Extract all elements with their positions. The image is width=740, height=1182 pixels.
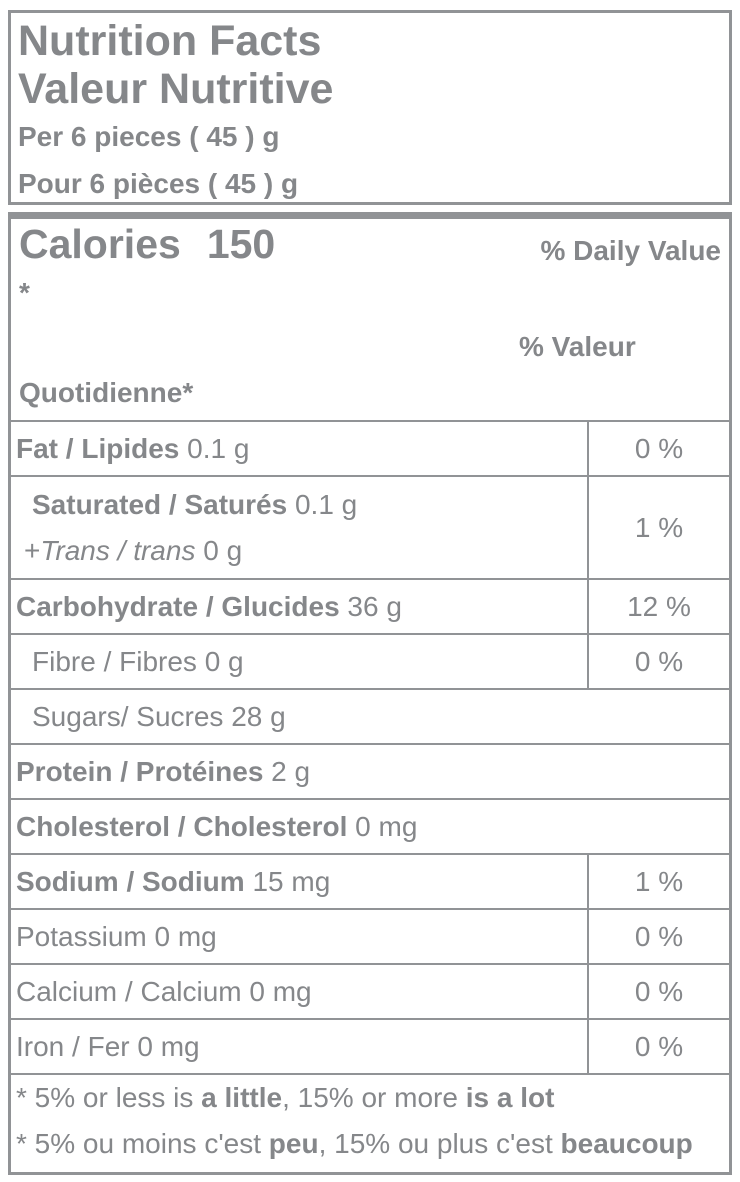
nutrient-name: Fibre / Fibres 0 g	[32, 645, 244, 677]
calories-value: 150	[206, 221, 276, 267]
serving-size-english: Per 6 pieces ( 45 ) g	[18, 121, 280, 152]
daily-value-cell: 0 %	[587, 965, 729, 1018]
daily-value-cell: 0 %	[587, 1020, 729, 1073]
title-english: Nutrition Facts	[18, 17, 322, 65]
nutrient-name: Iron / Fer 0 mg	[16, 1030, 200, 1062]
label-header-box: Nutrition Facts Valeur Nutritive Per 6 p…	[8, 10, 732, 205]
row-fat: Fat / Lipides 0.1 g 0 %	[11, 422, 729, 477]
daily-value-heading-en: % Daily Value	[540, 235, 721, 266]
title-french: Valeur Nutritive	[18, 65, 334, 113]
footnote-english: * 5% or less is a little, 15% or more is…	[16, 1082, 555, 1113]
row-iron: Iron / Fer 0 mg 0 %	[11, 1020, 729, 1075]
row-sodium: Sodium / Sodium 15 mg 1 %	[11, 855, 729, 910]
nutrient-name: Saturated / Saturés 0.1 g +Trans / trans…	[24, 488, 358, 566]
nutrient-name: Calcium / Calcium 0 mg	[16, 975, 312, 1007]
nutrient-name: Sodium / Sodium 15 mg	[16, 865, 331, 897]
calories-label: Calories	[19, 221, 181, 267]
daily-value-cell: 0 %	[587, 635, 729, 688]
nutrient-name: Sugars/ Sucres 28 g	[32, 700, 286, 732]
row-fibre: Fibre / Fibres 0 g 0 %	[11, 635, 729, 690]
calories-section: Calories 150 % Daily Value * % Valeur Quo…	[11, 219, 729, 422]
daily-value-heading-fr-line2: Quotidienne*	[19, 377, 194, 408]
daily-value-cell: 1 %	[587, 477, 729, 578]
row-potassium: Potassium 0 mg 0 %	[11, 910, 729, 965]
daily-value-cell: 0 %	[587, 422, 729, 475]
nutrient-name: Fat / Lipides 0.1 g	[16, 432, 250, 464]
nutrient-name: Protein / Protéines 2 g	[16, 755, 311, 787]
label-main-box: Calories 150 % Daily Value * % Valeur Quo…	[8, 212, 732, 1175]
daily-value-cell: 1 %	[587, 855, 729, 908]
nutrient-name: Cholesterol / Cholesterol 0 mg	[16, 810, 418, 842]
row-cholesterol: Cholesterol / Cholesterol 0 mg	[11, 800, 729, 855]
daily-value-cell: 0 %	[587, 910, 729, 963]
nutrient-name: Potassium 0 mg	[16, 920, 217, 952]
daily-value-asterisk: *	[19, 277, 30, 308]
row-calcium: Calcium / Calcium 0 mg 0 %	[11, 965, 729, 1020]
footnotes-section: * 5% or less is a little, 15% or more is…	[11, 1075, 729, 1167]
daily-value-heading-fr-line1: % Valeur	[519, 331, 636, 362]
row-saturated-trans: Saturated / Saturés 0.1 g +Trans / trans…	[11, 477, 729, 580]
nutrient-name: Carbohydrate / Glucides 36 g	[16, 590, 402, 622]
calories-line: Calories 150	[19, 221, 275, 268]
row-carbohydrate: Carbohydrate / Glucides 36 g 12 %	[11, 580, 729, 635]
row-protein: Protein / Protéines 2 g	[11, 745, 729, 800]
row-sugars: Sugars/ Sucres 28 g	[11, 690, 729, 745]
footnote-french: * 5% ou moins c'est peu, 15% ou plus c'e…	[16, 1128, 693, 1159]
serving-size-french: Pour 6 pièces ( 45 ) g	[18, 168, 299, 199]
daily-value-cell: 12 %	[587, 580, 729, 633]
